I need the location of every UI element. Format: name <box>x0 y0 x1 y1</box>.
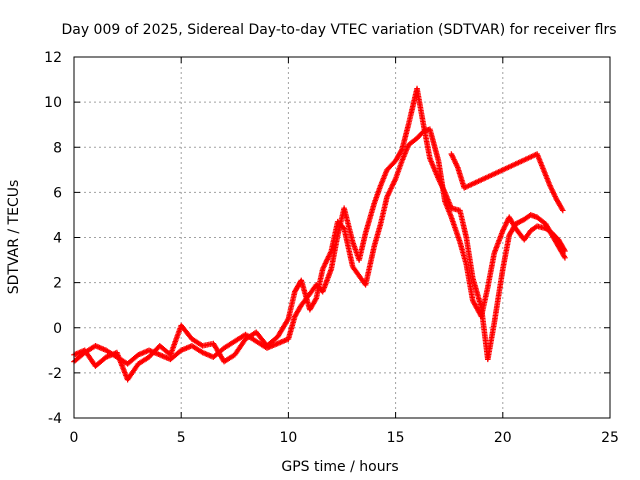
y-tick-label: 12 <box>44 50 62 66</box>
y-tick-label: 8 <box>53 140 62 156</box>
series-track-c <box>448 151 566 214</box>
y-tick-label: 6 <box>53 185 62 201</box>
y-axis-label: SDTVAR / TECUs <box>6 180 22 295</box>
x-tick-labels: 0 5 10 15 20 25 <box>70 430 619 446</box>
y-tick-label: 2 <box>53 276 62 292</box>
data-point <box>561 246 568 253</box>
x-tick-label: 25 <box>601 430 619 446</box>
x-tick-label: 0 <box>70 430 79 446</box>
x-tick-label: 5 <box>177 430 186 446</box>
y-tick-label: -2 <box>48 366 62 382</box>
series-track-b <box>71 126 568 383</box>
y-tick-labels: -4 -2 0 2 4 6 8 10 12 <box>44 50 62 427</box>
data-point <box>562 248 568 254</box>
data-point <box>562 255 568 261</box>
x-tick-label: 15 <box>387 430 405 446</box>
axis-ticks <box>73 56 611 419</box>
grid-layer <box>74 57 610 418</box>
y-tick-label: -4 <box>48 411 62 427</box>
y-tick-label: 0 <box>53 321 62 337</box>
x-tick-label: 20 <box>494 430 512 446</box>
series-track-a <box>71 85 568 367</box>
data-point <box>398 147 405 154</box>
x-axis-label: GPS time / hours <box>281 459 398 475</box>
chart-title: Day 009 of 2025, Sidereal Day-to-day VTE… <box>61 22 616 38</box>
data-point <box>559 206 565 212</box>
data-point <box>561 253 568 260</box>
y-tick-label: 10 <box>44 95 62 111</box>
data-point <box>560 207 566 214</box>
data-marks <box>71 85 568 383</box>
y-tick-label: 4 <box>53 231 62 247</box>
data-point <box>312 296 319 303</box>
x-tick-label: 10 <box>279 430 297 446</box>
